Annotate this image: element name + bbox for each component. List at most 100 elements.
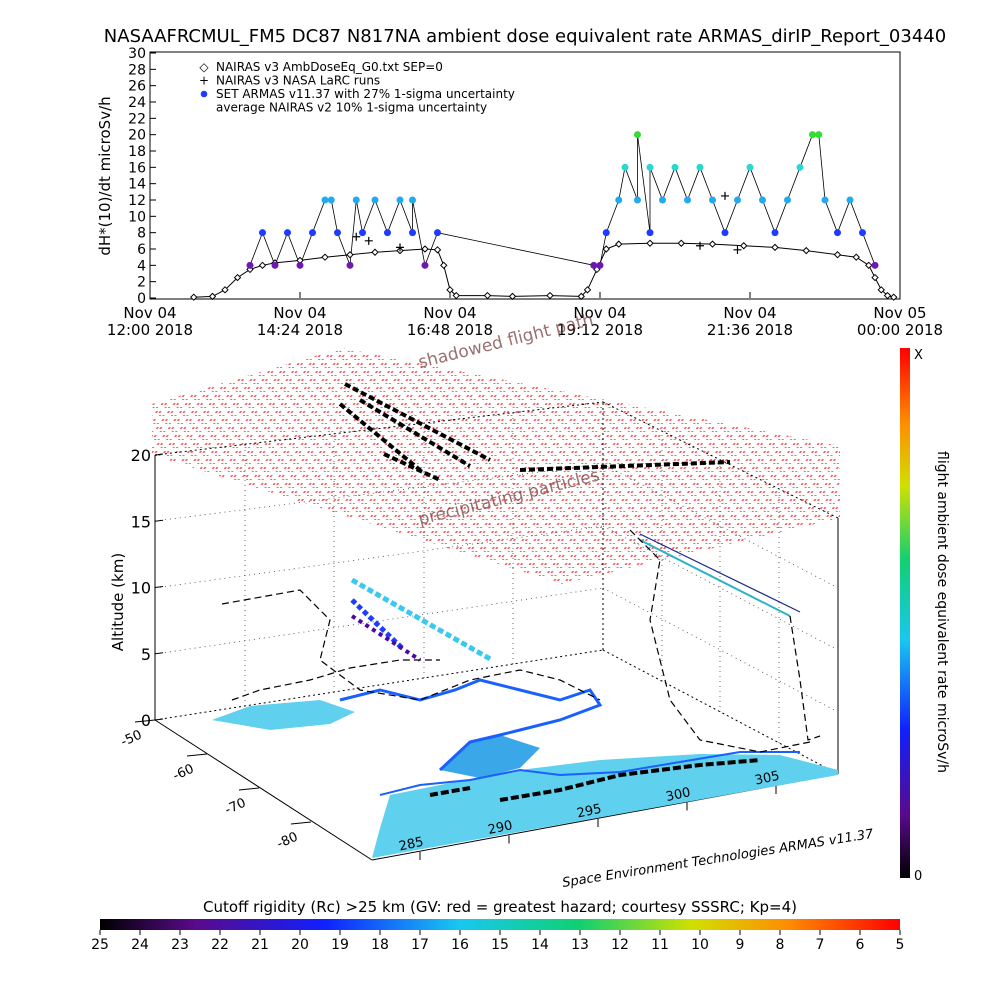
nairas-sep0-point xyxy=(871,273,879,282)
nairas-sep0-point xyxy=(646,239,654,247)
rigidity-colorbar-title: Cutoff rigidity (Rc) >25 km (GV: red = g… xyxy=(203,898,797,916)
legend-symbol: ◇ xyxy=(199,60,209,74)
nairas-sep0-point xyxy=(677,239,685,247)
nairas-larc-point xyxy=(696,241,704,250)
nairas-sep0-point xyxy=(433,246,442,254)
ocean-patch-central xyxy=(440,735,540,778)
surface-track xyxy=(429,758,761,802)
armas-point xyxy=(352,196,360,204)
armas-point xyxy=(371,196,379,204)
x-tick-day-label: Nov 04 xyxy=(423,304,476,322)
latitude-tick-label: -50 xyxy=(119,728,144,750)
armas-point xyxy=(846,196,854,204)
armas-point xyxy=(796,163,804,171)
coastline xyxy=(339,678,603,772)
longitude-tick-label: 300 xyxy=(665,785,692,805)
plot-frame xyxy=(149,51,901,300)
latitude-tick-label: -70 xyxy=(223,796,248,818)
nairas-sep0-point xyxy=(321,253,329,261)
rigidity-tick-label: 21 xyxy=(251,937,269,953)
nairas-sep0-point xyxy=(508,292,517,301)
y-tick-label: 10 xyxy=(128,209,146,225)
series-lines xyxy=(193,134,894,298)
armas-point xyxy=(434,229,441,237)
armas-point xyxy=(321,196,329,204)
armas-point xyxy=(421,261,429,269)
shadow-track-on-mesh xyxy=(338,382,731,482)
armas-point xyxy=(634,131,641,139)
time-series-plot: dH*(10)/dt microSv/h 0246810121416182022… xyxy=(96,46,943,339)
y-axis-label: dH*(10)/dt microSv/h xyxy=(96,96,114,255)
latitude-tick-label: -80 xyxy=(275,830,300,852)
armas-point xyxy=(409,196,416,204)
nairas-sep0-point xyxy=(883,291,892,300)
nairas-sep0-point xyxy=(546,291,554,300)
latitude-tick-mark xyxy=(238,787,260,791)
dose-colorbar-fill xyxy=(900,348,910,878)
rigidity-tick-label: 13 xyxy=(571,937,589,953)
rigidity-tick-label: 20 xyxy=(291,937,309,953)
y-tick-label: 6 xyxy=(137,242,146,258)
y-tick-label: 0 xyxy=(137,291,146,307)
rigidity-tick-label: 17 xyxy=(411,937,429,953)
armas-point xyxy=(602,229,610,237)
y-tick-label: 30 xyxy=(128,46,146,62)
armas-point xyxy=(734,196,741,204)
armas-point xyxy=(771,229,779,237)
armas-point xyxy=(596,261,604,269)
nairas-sep0-point xyxy=(421,245,429,253)
rigidity-tick-label: 24 xyxy=(131,937,149,953)
y-tick-label: 24 xyxy=(128,95,146,111)
nairas-sep0-point xyxy=(208,292,217,301)
armas-point xyxy=(809,131,816,139)
armas-point xyxy=(834,229,841,237)
armas-point xyxy=(684,196,691,204)
armas-point xyxy=(396,196,404,204)
armas-point xyxy=(359,229,366,237)
nairas-sep0-line xyxy=(193,242,894,298)
latitude-tick-mark xyxy=(186,753,208,757)
armas-point xyxy=(384,229,391,237)
x-tick-day-label: Nov 04 xyxy=(273,304,326,322)
latitude-tick-mark xyxy=(134,719,156,723)
rigidity-tick-label: 5 xyxy=(896,937,905,953)
nairas-sep0-point xyxy=(233,273,242,282)
longitude-tick-label: 290 xyxy=(487,818,514,838)
armas-point xyxy=(246,261,254,269)
latitude-tick-label: -60 xyxy=(171,762,196,784)
armas-point xyxy=(815,131,823,139)
altitude-tick-mark xyxy=(154,519,164,522)
armas-point xyxy=(784,196,791,204)
y-tick-label: 4 xyxy=(137,258,146,274)
rigidity-tick-label: 9 xyxy=(736,937,745,953)
nairas-sep0-point xyxy=(708,240,717,248)
x-tick-time-label: 16:48 2018 xyxy=(407,321,493,339)
nairas-sep0-point xyxy=(802,246,810,255)
altitude-tick-label: 15 xyxy=(131,512,151,531)
rigidity-tick-label: 8 xyxy=(776,937,785,953)
armas-point xyxy=(271,261,279,269)
latitude-ticks: -50 -60 -70 -80 xyxy=(119,719,312,852)
armas-point xyxy=(296,261,304,269)
legend-symbol xyxy=(200,90,208,98)
nairas-sep0-point xyxy=(258,261,267,270)
altitude-tick-label: 10 xyxy=(131,579,151,598)
y-tick-label: 2 xyxy=(137,275,146,291)
nairas-sep0-point xyxy=(771,243,779,252)
armas-point xyxy=(871,261,879,269)
rigidity-tick-label: 7 xyxy=(816,937,825,953)
y-tick-label: 14 xyxy=(128,177,146,193)
longitude-ticks: 285 290 295 300 305 xyxy=(398,769,781,860)
armas-point xyxy=(659,196,666,204)
nairas-sep0-point xyxy=(452,291,460,300)
nairas-larc-point xyxy=(396,243,404,252)
longitude-tick-label: 285 xyxy=(398,835,425,855)
x-tick-time-label: 12:00 2018 xyxy=(107,321,193,339)
mesh-plane xyxy=(152,348,840,584)
x-tick-day-label: Nov 04 xyxy=(723,304,776,322)
armas-point xyxy=(709,196,716,204)
chart-title: NASAAFRCMUL_FM5 DC87 N817NA ambient dose… xyxy=(104,26,946,47)
nairas-larc-point xyxy=(721,191,729,200)
